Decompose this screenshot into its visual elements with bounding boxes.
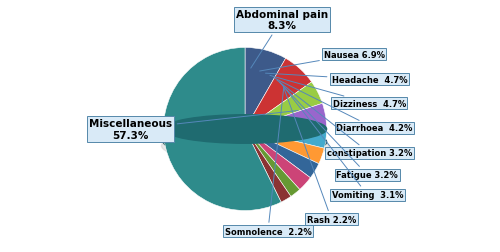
Wedge shape (245, 130, 324, 164)
Wedge shape (245, 128, 326, 149)
Text: Diarrhoea  4.2%: Diarrhoea 4.2% (274, 78, 412, 133)
Wedge shape (245, 48, 286, 130)
Text: Rash 2.2%: Rash 2.2% (283, 87, 356, 224)
Wedge shape (245, 59, 312, 130)
Wedge shape (245, 130, 319, 178)
Ellipse shape (164, 128, 326, 156)
Text: Dizziness  4.7%: Dizziness 4.7% (270, 76, 406, 108)
Text: Headache  4.7%: Headache 4.7% (266, 74, 407, 84)
Text: Somnolence  2.2%: Somnolence 2.2% (224, 88, 312, 236)
Text: Fatigue 3.2%: Fatigue 3.2% (280, 83, 398, 179)
Ellipse shape (164, 115, 326, 144)
Text: constipation 3.2%: constipation 3.2% (277, 81, 412, 158)
Text: Miscellaneous
57.3%: Miscellaneous 57.3% (89, 111, 298, 140)
Text: Nausea 6.9%: Nausea 6.9% (260, 51, 385, 72)
Text: Vomiting  3.1%: Vomiting 3.1% (282, 85, 403, 199)
Text: Abdominal pain
8.3%: Abdominal pain 8.3% (236, 10, 328, 69)
Wedge shape (245, 130, 291, 202)
Ellipse shape (162, 131, 328, 162)
Wedge shape (164, 48, 281, 211)
Wedge shape (245, 83, 322, 130)
Wedge shape (245, 104, 326, 130)
Wedge shape (245, 130, 300, 197)
Wedge shape (245, 130, 310, 190)
